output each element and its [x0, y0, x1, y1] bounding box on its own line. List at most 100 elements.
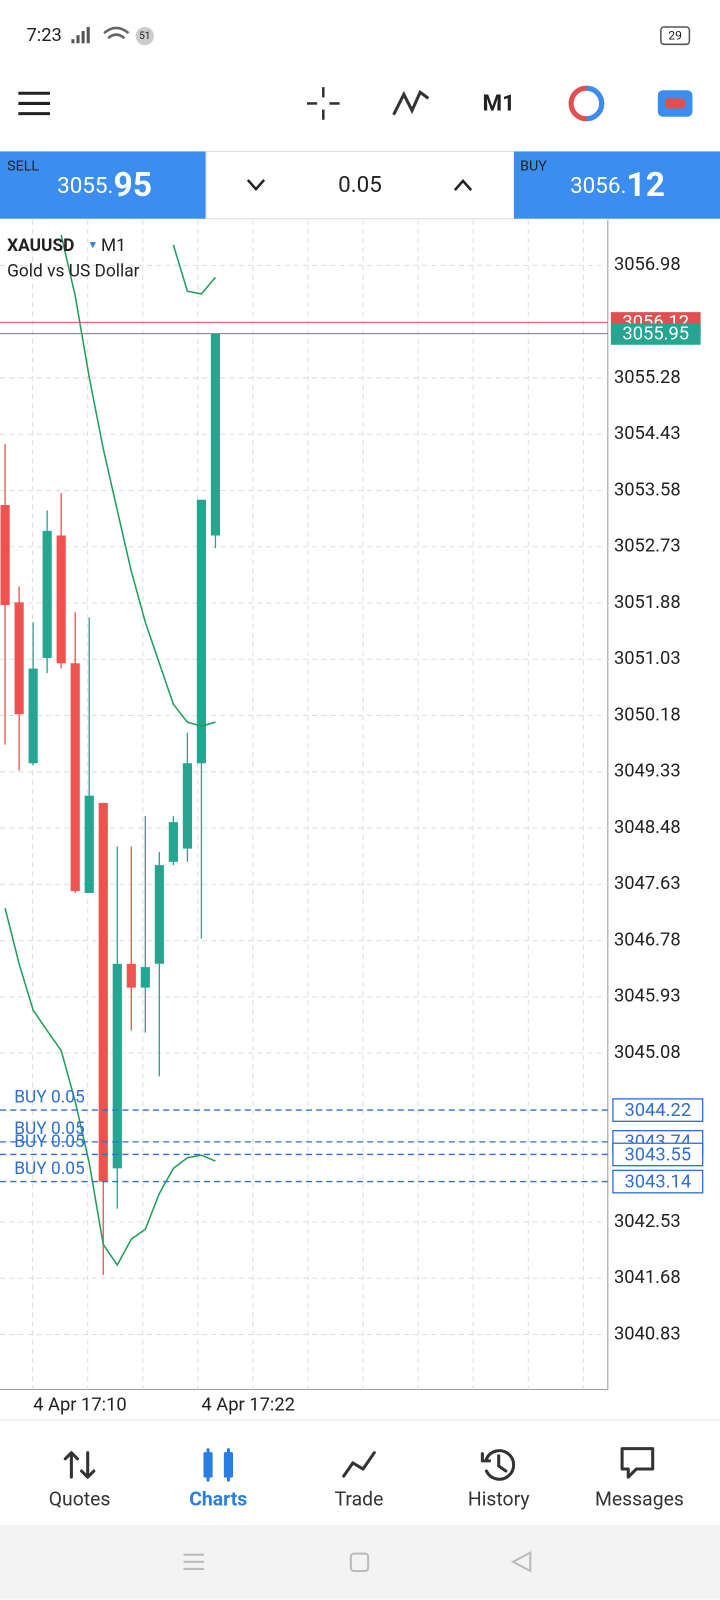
nav-item[interactable]: Quotes: [49, 1451, 111, 1511]
candle-body: [126, 963, 136, 988]
indicators-button[interactable]: [392, 89, 430, 116]
bid-label-box: [610, 323, 701, 345]
nav-icon: [620, 1447, 655, 1479]
x-tick-label: 4 Apr 17:10: [33, 1395, 127, 1416]
order-price-box: [612, 1098, 704, 1122]
volume-up[interactable]: [453, 179, 473, 191]
grid: [0, 219, 608, 1390]
candle-body: [56, 535, 66, 664]
order-price: 3043.14: [624, 1171, 691, 1192]
trade-button[interactable]: [657, 90, 693, 117]
sell-button[interactable]: [0, 151, 207, 219]
overlay: 3056.98 3055.28 3054.43 3053.58 3052.73 3051.…: [0, 254, 704, 1416]
x-tick-label: 4 Apr 17:22: [201, 1395, 295, 1416]
y-tick-label: 3045.93: [614, 986, 681, 1007]
battery-icon: [660, 26, 691, 46]
nav-label: Quotes: [49, 1488, 111, 1511]
wifi-badge: 51: [139, 31, 150, 42]
indicator-line: [4, 908, 216, 1267]
system-buttons: [183, 1550, 532, 1573]
candle-body: [0, 505, 10, 605]
chart-timeframe: M1: [101, 236, 126, 256]
bid-label: 3055.95: [622, 323, 689, 344]
volume-down[interactable]: [246, 179, 266, 192]
y-tick-label: 3049.33: [614, 761, 681, 782]
candle-body: [196, 499, 207, 764]
candle-body: [70, 663, 80, 891]
wifi-icon: [103, 26, 130, 40]
order-price: 3043.55: [624, 1144, 691, 1165]
system-bar: [0, 1525, 720, 1600]
signal-icon: [71, 26, 90, 44]
y-tick-label: 3056.98: [614, 254, 681, 275]
y-tick-label: 3052.73: [614, 536, 681, 557]
candle-body: [112, 963, 122, 1169]
nav-label: Trade: [335, 1488, 384, 1511]
buy-label: BUY: [520, 158, 547, 174]
nav-label: History: [468, 1488, 530, 1511]
y-tick-label: 3042.53: [614, 1211, 681, 1232]
indicator-line: [60, 234, 216, 727]
order-label: BUY 0.05: [14, 1119, 85, 1139]
candle-body: [14, 602, 24, 715]
nav-icon: [342, 1451, 376, 1478]
y-tick-label: 3040.83: [614, 1323, 681, 1344]
y-tick-label: 3051.03: [614, 648, 681, 669]
buy-button[interactable]: [513, 151, 720, 219]
timeframe-button[interactable]: M1: [482, 90, 515, 116]
nav-label: Messages: [595, 1488, 684, 1511]
nav-item[interactable]: Messages: [595, 1447, 684, 1511]
candle-body: [168, 822, 178, 862]
y-tick-label: 3054.43: [614, 423, 681, 444]
menu-button[interactable]: [18, 91, 50, 116]
symbol-dropdown[interactable]: [89, 242, 96, 249]
candle-body: [210, 333, 221, 536]
candle-body: [154, 865, 164, 964]
candle-body: [140, 967, 150, 988]
order-price-box: [612, 1169, 704, 1194]
sell-label: SELL: [7, 158, 39, 174]
buy-price-main: 3056.: [570, 173, 626, 199]
nav-items: Quotes Charts Trade History Messages: [49, 1447, 684, 1511]
symbol-description: Gold vs US Dollar: [7, 261, 140, 281]
nav-icon: [63, 1451, 96, 1479]
indicator-line: [172, 244, 217, 295]
candle-body: [28, 668, 38, 764]
buy-price: 3056.12: [570, 166, 665, 205]
plot: [0, 234, 221, 1275]
order-label: BUY 0.05: [14, 1132, 85, 1152]
y-tick-label: 3047.63: [614, 873, 681, 894]
nav-item[interactable]: History: [468, 1449, 530, 1511]
y-tick-label: 3051.88: [614, 592, 681, 613]
buy-price-pips: 12: [626, 166, 665, 205]
y-tick-label: 3045.08: [614, 1042, 681, 1063]
crosshair-button[interactable]: [306, 87, 340, 120]
sell-price-main: 3055.: [57, 173, 113, 199]
symbol[interactable]: XAUUSD: [7, 236, 74, 256]
nav-item[interactable]: Charts: [189, 1448, 247, 1511]
y-tick-label: 3050.18: [614, 704, 681, 725]
wifi-badge-bg: [135, 26, 154, 46]
y-tick-label: 3048.48: [614, 817, 681, 838]
nav-icon: [480, 1449, 516, 1481]
sell-price: 3055.95: [57, 166, 152, 205]
nav-icon: [203, 1448, 234, 1482]
candle-body: [182, 763, 192, 849]
order-label: BUY 0.05: [14, 1159, 85, 1179]
order-price: 3044.22: [624, 1100, 691, 1121]
nav-item[interactable]: Trade: [335, 1451, 384, 1511]
order-price-box: [612, 1142, 704, 1167]
y-tick-label: 3055.28: [614, 367, 681, 388]
candle-body: [84, 795, 94, 893]
nav-label: Charts: [189, 1488, 247, 1511]
candle-body: [42, 530, 52, 658]
volume[interactable]: 0.05: [338, 172, 382, 198]
y-tick-label: 3046.78: [614, 929, 681, 950]
volume-box: [205, 150, 515, 220]
order-label: BUY 0.05: [14, 1087, 85, 1107]
y-tick-label: 3053.58: [614, 479, 681, 500]
status-time: 7:23: [27, 25, 62, 46]
oneclick-button[interactable]: [568, 85, 605, 122]
